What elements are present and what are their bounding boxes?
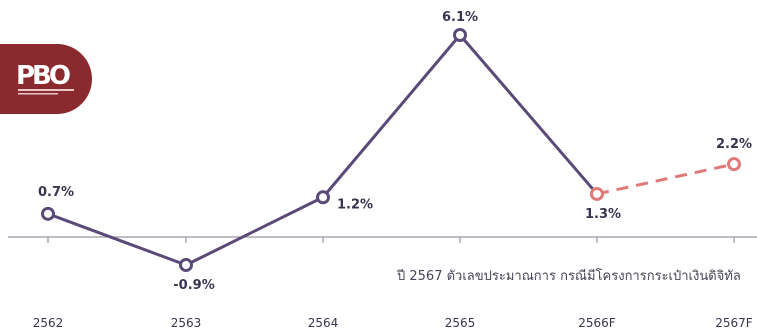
actual-series-line xyxy=(47,33,599,267)
line-layer xyxy=(47,33,735,267)
forecast-series-line xyxy=(596,162,735,196)
data-label-2567F: 2.2% xyxy=(716,137,752,152)
x-tick-label-2563: 2563 xyxy=(171,316,202,329)
label-layer: 0.7% -0.9% 1.2% 6.1% 1.3% 2.2% xyxy=(38,10,752,293)
x-tick-label-2562: 2562 xyxy=(33,316,64,329)
forecast-annotation: ปี 2567 ตัวเลขประมาณการ กรณีมีโครงการกระ… xyxy=(396,268,741,284)
data-point-2563 xyxy=(179,258,193,272)
data-label-2562: 0.7% xyxy=(38,185,74,200)
data-point-2564 xyxy=(316,190,330,205)
axis-layer xyxy=(8,236,757,243)
data-label-2564: 1.2% xyxy=(337,197,373,212)
pbo-logo-mark: PBO xyxy=(16,61,74,95)
point-layer xyxy=(41,28,741,272)
data-point-2565 xyxy=(453,28,467,42)
data-point-2566F xyxy=(590,186,604,201)
data-point-2567F xyxy=(727,157,741,172)
svg-text:PBO: PBO xyxy=(16,61,70,91)
x-tick-label-2565: 2565 xyxy=(445,316,476,329)
data-label-2565: 6.1% xyxy=(442,10,478,25)
tick-layer: 2562 2563 2564 2565 2566F 2567F xyxy=(33,316,753,329)
data-label-2566F: 1.3% xyxy=(585,207,621,222)
data-point-2562 xyxy=(41,206,55,221)
data-label-2563: -0.9% xyxy=(173,278,214,293)
x-tick-label-2566F: 2566F xyxy=(578,316,616,329)
x-tick-label-2564: 2564 xyxy=(308,316,339,329)
x-tick-label-2567F: 2567F xyxy=(715,316,753,329)
pbo-logo: PBO xyxy=(0,44,92,114)
